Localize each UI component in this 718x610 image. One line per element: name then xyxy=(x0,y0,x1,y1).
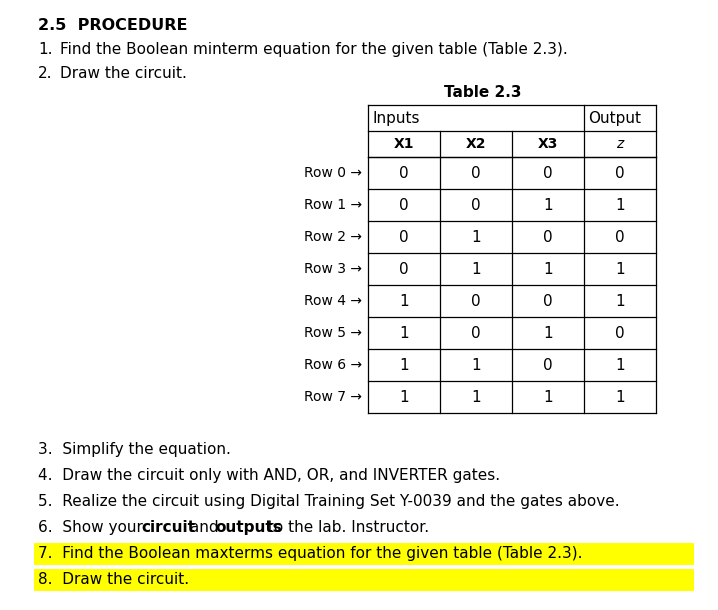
Text: 1: 1 xyxy=(544,390,553,404)
Text: 1: 1 xyxy=(399,390,409,404)
Text: to the lab. Instructor.: to the lab. Instructor. xyxy=(263,520,429,535)
Text: 4.  Draw the circuit only with AND, OR, and INVERTER gates.: 4. Draw the circuit only with AND, OR, a… xyxy=(38,468,500,483)
Text: X2: X2 xyxy=(466,137,486,151)
Text: 0: 0 xyxy=(399,165,409,181)
Text: 1: 1 xyxy=(399,293,409,309)
Text: X3: X3 xyxy=(538,137,558,151)
Text: 0: 0 xyxy=(544,293,553,309)
Text: and: and xyxy=(185,520,223,535)
Text: 0: 0 xyxy=(399,262,409,276)
Text: 1: 1 xyxy=(544,262,553,276)
Text: 1: 1 xyxy=(615,357,625,373)
Text: 6.  Show your: 6. Show your xyxy=(38,520,148,535)
Text: 0: 0 xyxy=(471,165,481,181)
Text: Draw the circuit.: Draw the circuit. xyxy=(60,66,187,81)
Text: 1: 1 xyxy=(471,262,481,276)
Text: 1: 1 xyxy=(615,293,625,309)
Text: Row 7 →: Row 7 → xyxy=(304,390,362,404)
Text: outputs: outputs xyxy=(215,520,281,535)
Text: 0: 0 xyxy=(471,326,481,340)
Text: 1.: 1. xyxy=(38,42,52,57)
Text: 0: 0 xyxy=(544,357,553,373)
Text: 8.  Draw the circuit.: 8. Draw the circuit. xyxy=(38,572,189,587)
Text: Row 2 →: Row 2 → xyxy=(304,230,362,244)
Text: z: z xyxy=(616,137,624,151)
Text: 0: 0 xyxy=(399,198,409,212)
Text: Row 0 →: Row 0 → xyxy=(304,166,362,180)
Text: 5.  Realize the circuit using Digital Training Set Y-0039 and the gates above.: 5. Realize the circuit using Digital Tra… xyxy=(38,494,620,509)
Text: Row 3 →: Row 3 → xyxy=(304,262,362,276)
Text: 2.5  PROCEDURE: 2.5 PROCEDURE xyxy=(38,18,187,33)
Text: Row 5 →: Row 5 → xyxy=(304,326,362,340)
Text: 1: 1 xyxy=(399,357,409,373)
FancyBboxPatch shape xyxy=(34,569,694,591)
Text: X1: X1 xyxy=(393,137,414,151)
Text: Table 2.3: Table 2.3 xyxy=(444,85,522,100)
Text: 1: 1 xyxy=(471,357,481,373)
Text: circuit: circuit xyxy=(141,520,195,535)
Text: 0: 0 xyxy=(615,165,625,181)
Text: 0: 0 xyxy=(544,229,553,245)
Text: Find the Boolean minterm equation for the given table (Table 2.3).: Find the Boolean minterm equation for th… xyxy=(60,42,568,57)
Text: 1: 1 xyxy=(615,390,625,404)
Text: 1: 1 xyxy=(399,326,409,340)
Text: 0: 0 xyxy=(615,326,625,340)
Text: 1: 1 xyxy=(471,229,481,245)
Text: 0: 0 xyxy=(471,293,481,309)
FancyBboxPatch shape xyxy=(34,543,694,565)
Text: 7.  Find the Boolean maxterms equation for the given table (Table 2.3).: 7. Find the Boolean maxterms equation fo… xyxy=(38,546,582,561)
Text: Row 4 →: Row 4 → xyxy=(304,294,362,308)
Text: 0: 0 xyxy=(544,165,553,181)
Text: 1: 1 xyxy=(544,326,553,340)
Text: 1: 1 xyxy=(615,198,625,212)
Text: 1: 1 xyxy=(471,390,481,404)
Text: Row 6 →: Row 6 → xyxy=(304,358,362,372)
Text: 0: 0 xyxy=(615,229,625,245)
Text: 0: 0 xyxy=(471,198,481,212)
Text: Row 1 →: Row 1 → xyxy=(304,198,362,212)
Text: Output: Output xyxy=(588,110,641,126)
Text: 2.: 2. xyxy=(38,66,52,81)
Text: 1: 1 xyxy=(544,198,553,212)
Text: 1: 1 xyxy=(615,262,625,276)
Text: 0: 0 xyxy=(399,229,409,245)
Text: 3.  Simplify the equation.: 3. Simplify the equation. xyxy=(38,442,231,457)
Text: Inputs: Inputs xyxy=(372,110,419,126)
